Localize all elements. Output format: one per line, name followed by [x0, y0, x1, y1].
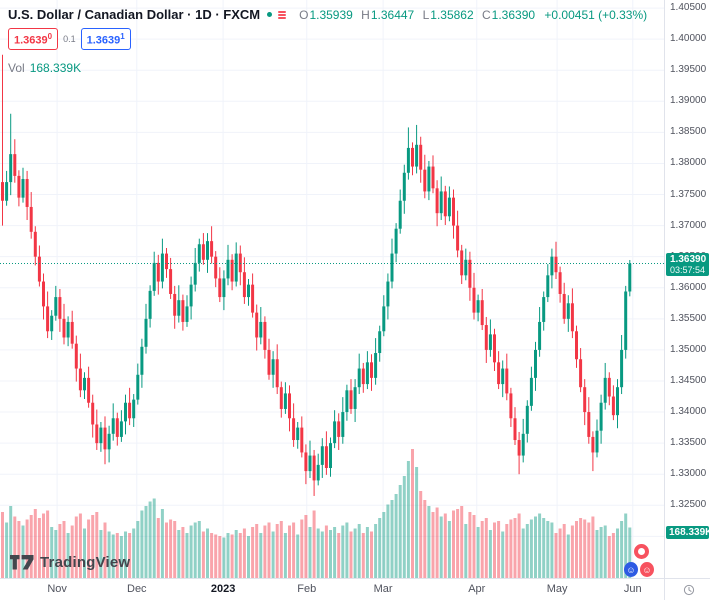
ask-pip-digit: 1 — [120, 32, 125, 41]
price-axis[interactable]: 1.36390 03:57:54 168.339K 1.40500 1.40000… — [664, 0, 710, 578]
sell-price-button[interactable]: 1.36390 — [8, 28, 59, 50]
price-axis-label: 1.38500 — [670, 126, 707, 138]
chart-pane[interactable]: U.S. Dollar / Canadian Dollar · 1D · FXC… — [0, 0, 664, 578]
volume-value: 168.339K — [29, 60, 82, 75]
price-axis-label: 1.35500 — [670, 312, 707, 324]
tradingview-logo-text: TradingView — [40, 554, 131, 571]
tradingview-mark-icon — [10, 555, 34, 570]
current-price-badge: 1.36390 03:57:54 — [666, 252, 709, 276]
candlestick-chart-canvas[interactable] — [0, 0, 664, 578]
bid-ask-row: 1.36390 0.1 1.36391 — [8, 28, 647, 50]
time-axis-label: Mar — [373, 583, 393, 595]
time-axis[interactable]: Nov Dec 2023 Feb Mar Apr May Jun — [0, 578, 664, 600]
reaction-button-red[interactable]: ☺ — [640, 562, 654, 577]
price-axis-label: 1.33500 — [670, 437, 707, 449]
time-axis-label: May — [546, 583, 568, 595]
high-value: 1.36447 — [370, 7, 415, 22]
time-axis-label: Apr — [468, 583, 486, 595]
tradingview-logo[interactable]: TradingView — [10, 554, 130, 571]
ohlc-readout: O1.35939 H1.36447 L1.35862 C1.36390 +0.0… — [294, 8, 647, 22]
open-value: 1.35939 — [309, 7, 353, 22]
price-axis-label: 1.38000 — [670, 157, 707, 169]
price-axis-label: 1.32500 — [670, 499, 707, 511]
price-axis-label: 1.35000 — [670, 343, 707, 355]
bid-pip-digit: 0 — [47, 32, 53, 41]
time-axis-label: 2023 — [210, 583, 236, 595]
high-label: H — [361, 7, 370, 22]
volume-indicator-legend[interactable]: Vol 168.339K — [8, 61, 647, 75]
price-axis-label: 1.39500 — [670, 64, 707, 76]
low-value: 1.35862 — [430, 7, 474, 22]
price-axis-label: 1.34500 — [670, 374, 707, 386]
close-label: C — [482, 7, 491, 22]
close-value: 1.36390 — [491, 7, 536, 22]
buy-price-button[interactable]: 1.36391 — [80, 28, 131, 50]
price-axis-label: 1.40000 — [670, 33, 707, 45]
volume-badge: 168.339K — [666, 526, 710, 539]
volume-label: Vol — [8, 60, 25, 75]
reaction-ring-button[interactable] — [634, 544, 649, 559]
watchlist-flag-icon[interactable] — [278, 10, 287, 19]
time-axis-label: Dec — [127, 583, 147, 595]
time-axis-label: Jun — [623, 583, 642, 595]
price-axis-label: 1.40500 — [670, 2, 707, 14]
legend-symbol-row: U.S. Dollar / Canadian Dollar · 1D · FXC… — [8, 7, 647, 22]
chart-legend: U.S. Dollar / Canadian Dollar · 1D · FXC… — [8, 7, 647, 75]
price-axis-label: 1.34000 — [670, 406, 707, 418]
price-axis-label: 1.33000 — [670, 468, 707, 480]
current-price-value: 1.36390 — [670, 253, 707, 265]
clock-icon[interactable] — [683, 584, 695, 596]
market-status-dot-icon — [267, 12, 273, 17]
price-axis-label: 1.37500 — [670, 188, 707, 200]
axis-corner[interactable] — [664, 578, 710, 600]
change-value: +0.00451 (+0.33%) — [544, 7, 648, 22]
low-label: L — [422, 7, 430, 22]
price-axis-label: 1.36000 — [670, 281, 707, 293]
open-label: O — [299, 7, 309, 22]
time-axis-label: Feb — [297, 583, 317, 595]
time-axis-label: Nov — [47, 583, 67, 595]
price-axis-label: 1.39000 — [670, 95, 707, 107]
bar-countdown: 03:57:54 — [670, 264, 706, 275]
price-axis-label: 1.37000 — [670, 219, 707, 231]
reaction-button-blue[interactable]: ☺ — [624, 562, 638, 577]
symbol-title[interactable]: U.S. Dollar / Canadian Dollar · 1D · FXC… — [8, 7, 261, 22]
spread-value: 0.1 — [63, 33, 76, 44]
floating-widgets: ☺ ☺ — [618, 544, 654, 577]
